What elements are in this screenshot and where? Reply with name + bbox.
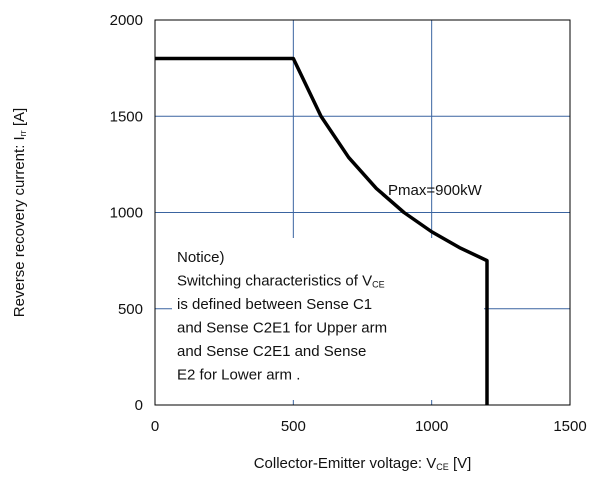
notice-text: Notice) (177, 249, 225, 266)
y-label-sub: rr (18, 130, 28, 136)
y-axis-label: Reverse recovery current: Irr [A] (11, 108, 28, 317)
y-tick-label: 2000 (110, 12, 143, 29)
notice-sub: CE (372, 280, 385, 290)
y-tick-label: 1000 (110, 205, 143, 222)
notice-line: E2 for Lower arm . (177, 367, 300, 384)
notice: Notice) Switching characteristics of VCE i… (177, 249, 387, 384)
notice-line: and Sense C2E1 for Upper arm (177, 320, 387, 337)
y-tick-label: 1500 (110, 108, 143, 125)
notice-text: Switching characteristics of V (177, 273, 372, 290)
notice-text: and Sense C2E1 and Sense (177, 343, 366, 360)
x-axis-label: Collector-Emitter voltage: VCE [V] (254, 455, 472, 472)
x-label-sub: CE (436, 462, 449, 472)
notice-line: is defined between Sense C1 (177, 296, 372, 313)
x-label-text: Collector-Emitter voltage: V (254, 455, 437, 472)
annotation: Pmax=900kW (388, 182, 483, 199)
x-tick-label: 0 (151, 418, 159, 435)
notice-text: E2 for Lower arm . (177, 367, 300, 384)
x-tick-label: 1000 (415, 418, 448, 435)
y-tick-label: 0 (135, 397, 143, 414)
x-tick-label: 500 (281, 418, 306, 435)
notice-text: is defined between Sense C1 (177, 296, 372, 313)
y-label-text: Reverse recovery current: I (11, 136, 28, 317)
plot-frame (154, 19, 571, 406)
x-label-suffix: [V] (449, 455, 472, 472)
x-tick-label: 1500 (553, 418, 586, 435)
notice-line: Switching characteristics of VCE (177, 273, 385, 290)
notice-background (172, 238, 484, 400)
y-tick-label: 500 (118, 301, 143, 318)
notice-line: and Sense C2E1 and Sense (177, 343, 366, 360)
notice-text: and Sense C2E1 for Upper arm (177, 320, 387, 337)
data-line (155, 56, 489, 405)
notice-line: Notice) (177, 249, 225, 266)
y-label-suffix: [A] (11, 108, 28, 131)
